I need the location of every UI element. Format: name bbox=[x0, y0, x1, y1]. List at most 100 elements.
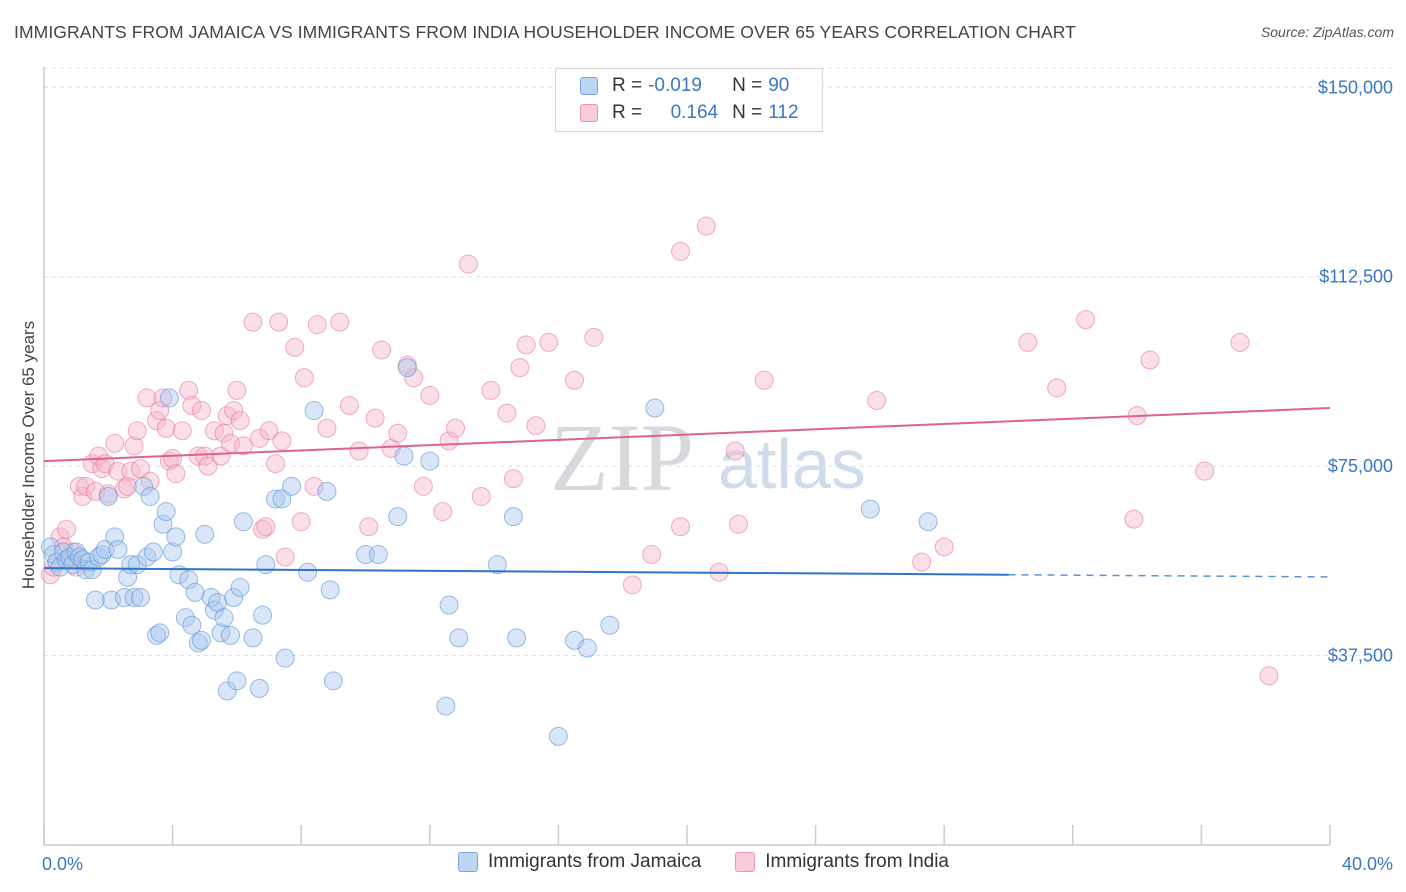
jamaica-point bbox=[249, 678, 269, 698]
jamaica-point bbox=[192, 630, 212, 650]
jamaica-point bbox=[76, 560, 96, 580]
jamaica-point bbox=[600, 615, 620, 635]
india-point bbox=[503, 469, 523, 489]
legend-n-value: 112 bbox=[768, 102, 799, 123]
legend-swatch-jamaica bbox=[580, 77, 598, 95]
source-label: Source: ZipAtlas.com bbox=[1260, 24, 1394, 40]
india-point bbox=[365, 408, 385, 428]
india-point bbox=[57, 519, 77, 539]
india-point bbox=[307, 315, 327, 335]
chart-title: IMMIGRANTS FROM JAMAICA VS IMMIGRANTS FR… bbox=[14, 22, 1076, 42]
series-jamaica-points bbox=[40, 358, 938, 746]
india-point bbox=[40, 565, 60, 585]
jamaica-point bbox=[105, 527, 125, 547]
watermark-zip: ZIP bbox=[550, 404, 694, 511]
india-point bbox=[671, 241, 691, 261]
jamaica-point bbox=[503, 507, 523, 527]
india-point bbox=[259, 421, 279, 441]
legend-n-label: N = bbox=[732, 102, 763, 123]
jamaica-point bbox=[114, 587, 134, 607]
jamaica-point bbox=[66, 542, 86, 562]
jamaica-point bbox=[150, 623, 170, 643]
jamaica-point bbox=[368, 545, 388, 565]
india-point bbox=[50, 527, 70, 547]
india-point bbox=[224, 401, 244, 421]
jamaica-point bbox=[124, 587, 144, 607]
jamaica-point bbox=[156, 502, 176, 522]
jamaica-point bbox=[140, 486, 160, 506]
india-point bbox=[230, 411, 250, 431]
legend-r-value: 0.164 bbox=[670, 102, 719, 123]
india-point bbox=[458, 254, 478, 274]
india-point bbox=[1018, 332, 1038, 352]
india-point bbox=[867, 390, 887, 410]
legend-label-jamaica: Immigrants from Jamaica bbox=[488, 851, 702, 872]
y-tick-label: $112,500 bbox=[1319, 267, 1393, 287]
india-point bbox=[192, 401, 212, 421]
india-point bbox=[1259, 666, 1279, 686]
jamaica-point bbox=[449, 628, 469, 648]
jamaica-point bbox=[85, 590, 105, 610]
x-tick-label: 0.0% bbox=[42, 854, 83, 874]
jamaica-point bbox=[317, 481, 337, 501]
india-point bbox=[696, 216, 716, 236]
india-point bbox=[265, 454, 285, 474]
india-point bbox=[118, 476, 138, 496]
india-point bbox=[728, 514, 748, 534]
trend-lines bbox=[43, 407, 1331, 578]
jamaica-point bbox=[130, 587, 150, 607]
jamaica-point bbox=[204, 600, 224, 620]
jamaica-point bbox=[256, 555, 276, 575]
jamaica-point bbox=[577, 638, 597, 658]
jamaica-point bbox=[323, 671, 343, 691]
x-tick-label: 40.0% bbox=[1342, 854, 1393, 874]
india-point bbox=[754, 370, 774, 390]
india-point bbox=[124, 436, 144, 456]
india-point bbox=[1076, 310, 1096, 330]
jamaica-point bbox=[134, 476, 154, 496]
axes bbox=[43, 67, 1331, 846]
jamaica-point bbox=[175, 608, 195, 628]
legend-swatch-india bbox=[735, 852, 756, 872]
india-point bbox=[510, 358, 530, 378]
legend-swatch-india bbox=[580, 104, 598, 122]
india-point bbox=[304, 476, 324, 496]
jamaica-point bbox=[214, 608, 234, 628]
india-point bbox=[1140, 350, 1160, 370]
india-point bbox=[1195, 461, 1215, 481]
india-point bbox=[179, 380, 199, 400]
jamaica-point bbox=[397, 358, 417, 378]
trend-line-jamaica-extension bbox=[1008, 573, 1331, 578]
y-tick-label: $75,000 bbox=[1328, 456, 1393, 476]
legend-r-label: R = bbox=[612, 75, 643, 96]
jamaica-point bbox=[394, 446, 414, 466]
jamaica-point bbox=[487, 555, 507, 575]
jamaica-point bbox=[98, 486, 118, 506]
india-point bbox=[76, 476, 96, 496]
india-point bbox=[253, 519, 273, 539]
jamaica-point bbox=[179, 570, 199, 590]
jamaica-point bbox=[253, 605, 273, 625]
india-point bbox=[471, 486, 491, 506]
y-axis-title: Householder Income Over 65 years bbox=[19, 321, 38, 589]
india-point bbox=[404, 368, 424, 388]
india-point bbox=[140, 471, 160, 491]
india-point bbox=[359, 517, 379, 537]
jamaica-point bbox=[220, 625, 240, 645]
india-point bbox=[564, 370, 584, 390]
stats-legend: R = -0.019 N = 90 R = 0.164 N = 112 bbox=[555, 68, 823, 132]
legend-item-india: Immigrants from India bbox=[735, 851, 949, 873]
trend-line-india bbox=[43, 407, 1331, 463]
india-point bbox=[243, 312, 263, 332]
india-point bbox=[291, 512, 311, 532]
jamaica-point bbox=[645, 398, 665, 418]
india-point bbox=[1230, 332, 1250, 352]
series-india-points bbox=[40, 216, 1279, 686]
jamaica-point bbox=[82, 560, 102, 580]
jamaica-point bbox=[143, 542, 163, 562]
jamaica-point bbox=[233, 512, 253, 532]
india-point bbox=[934, 537, 954, 557]
india-point bbox=[156, 418, 176, 438]
india-point bbox=[89, 446, 109, 466]
india-point bbox=[433, 502, 453, 522]
